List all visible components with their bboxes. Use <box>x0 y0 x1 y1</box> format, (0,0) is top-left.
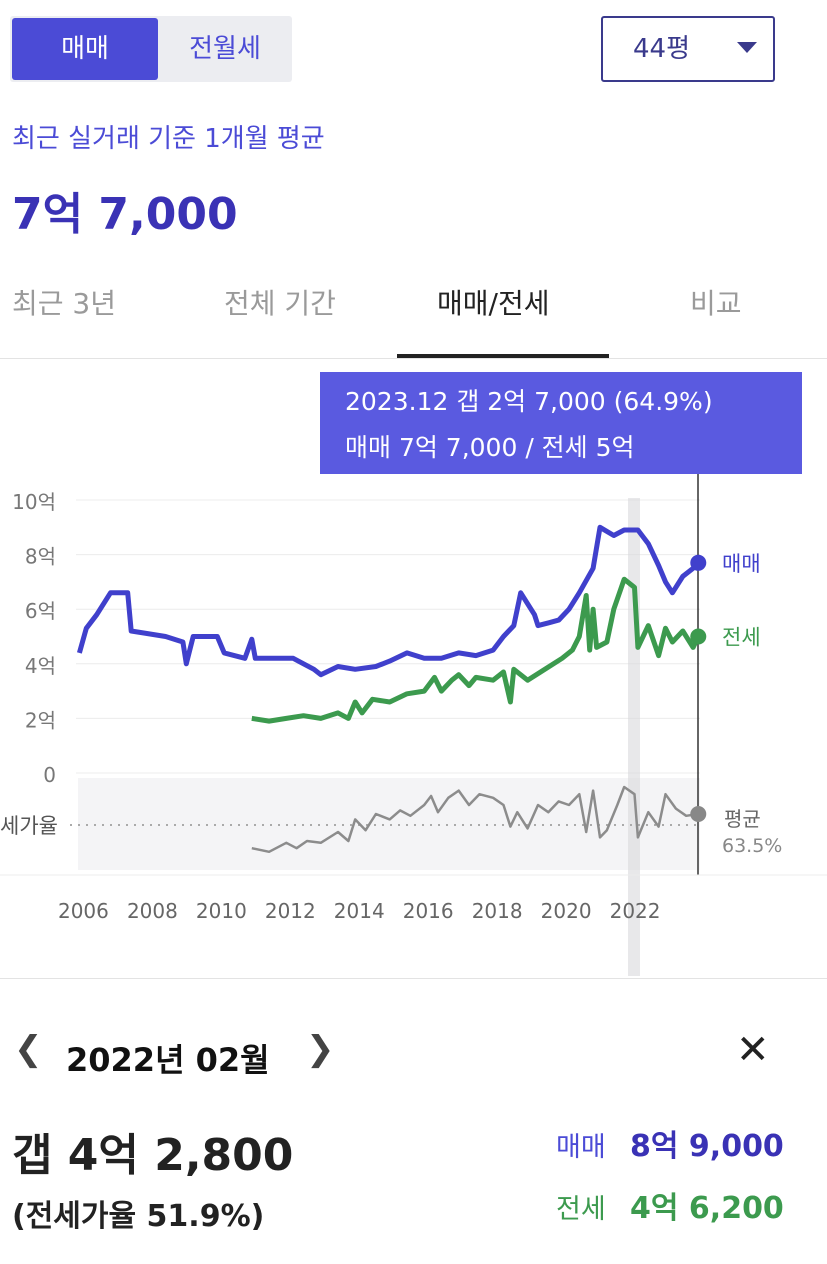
tooltip-box <box>320 372 802 474</box>
chart-period-tabs: 최근 3년 전체 기간 매매/전세 비교 <box>0 262 827 359</box>
detail-sale-value: 8억 9,000 <box>630 1129 784 1164</box>
y-tick-label: 10억 <box>12 490 56 514</box>
y-tick-label: 6억 <box>25 599 56 623</box>
jeonse-end-marker <box>690 628 707 645</box>
x-tick-label: 2020 <box>541 899 592 923</box>
close-icon[interactable]: ✕ <box>736 1027 770 1073</box>
tab-sale-jeonse[interactable]: 매매/전세 <box>437 287 550 320</box>
detail-sale-label: 매매 <box>556 1132 606 1163</box>
y-tick-label: 8억 <box>25 545 56 569</box>
legend-sale-label: 매매 <box>722 552 761 576</box>
tab-compare[interactable]: 비교 <box>690 287 742 320</box>
caret-down-icon <box>737 42 757 53</box>
y-tick-label: 2억 <box>25 708 56 732</box>
x-tick-label: 2010 <box>196 899 247 923</box>
gap-amount: 갭 4억 2,800 <box>12 1130 294 1181</box>
average-price: 7억 7,000 <box>12 189 238 240</box>
x-tick-label: 2016 <box>403 899 454 923</box>
sale-price-line <box>76 524 701 678</box>
prev-month-chevron-icon[interactable]: ❮ <box>14 1029 43 1069</box>
y-tick-label: 0 <box>43 763 56 787</box>
next-month-chevron-icon[interactable]: ❯ <box>306 1029 335 1069</box>
area-size-value: 44평 <box>633 34 691 64</box>
price-basis-subtitle: 최근 실거래 기준 1개월 평균 <box>12 124 325 154</box>
sale-toggle-button[interactable]: 매매 <box>12 18 158 80</box>
legend-ratio-average-label: 평균 <box>724 807 761 831</box>
detail-jeonse-value: 4억 6,200 <box>630 1191 784 1226</box>
x-tick-label: 2012 <box>265 899 316 923</box>
jeonse-price-line <box>251 576 701 724</box>
detail-jeonse-label: 전세 <box>556 1194 606 1225</box>
tooltip-line-1: 2023.12 갭 2억 7,000 (64.9%) <box>345 387 713 416</box>
ratio-end-marker <box>690 806 707 822</box>
legend-ratio-average-value: 63.5% <box>722 835 782 857</box>
x-tick-label: 2006 <box>58 899 109 923</box>
x-tick-label: 2008 <box>127 899 178 923</box>
y-tick-label: 4억 <box>25 654 56 678</box>
selected-month-detail: ❮ 2022년 02월 ❯ ✕ 갭 4억 2,800 (전세가율 51.9%) … <box>0 978 827 1264</box>
x-tick-label: 2018 <box>472 899 523 923</box>
selected-month-label: 2022년 02월 <box>66 1041 270 1079</box>
tooltip-line-2: 매매 7억 7,000 / 전세 5억 <box>345 433 635 462</box>
tab-full-period[interactable]: 전체 기간 <box>224 287 336 320</box>
x-tick-label: 2022 <box>610 899 661 923</box>
sale-end-marker <box>690 554 707 571</box>
active-tab-indicator <box>397 354 609 358</box>
jeonse-ratio-line <box>251 785 699 854</box>
ratio-band <box>78 778 700 870</box>
x-tick-label: 2014 <box>334 899 385 923</box>
area-size-dropdown[interactable]: 44평 <box>601 16 775 82</box>
ratio-axis-label: 세가율 <box>0 814 58 838</box>
legend-jeonse-label: 전세 <box>722 626 761 650</box>
tab-recent-3-years[interactable]: 최근 3년 <box>12 287 116 320</box>
trade-type-toggle: 매매 전월세 <box>10 16 292 82</box>
rent-toggle-button[interactable]: 전월세 <box>189 34 261 64</box>
jeonse-ratio: (전세가율 51.9%) <box>12 1199 265 1234</box>
